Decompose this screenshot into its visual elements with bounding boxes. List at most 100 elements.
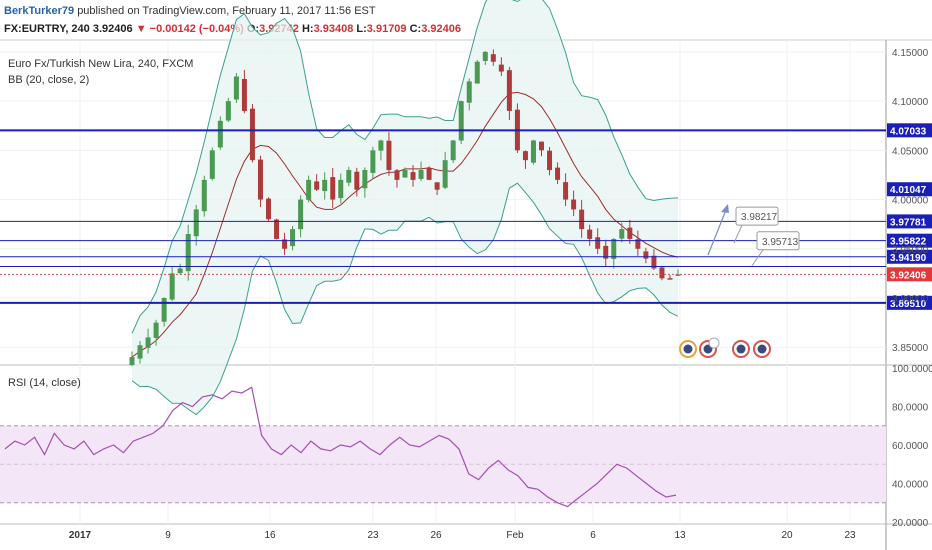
- candle-body: [290, 229, 296, 247]
- candle-body: [137, 345, 143, 359]
- candle-body: [450, 140, 456, 161]
- candle-body: [611, 238, 617, 259]
- candle-body: [153, 322, 159, 338]
- bb-fill: [132, 0, 678, 415]
- symbol-label[interactable]: FX:EURTRY, 240: [4, 23, 90, 35]
- candle-body: [217, 120, 223, 148]
- callout-pointer: [733, 224, 743, 244]
- last-price-tag-bg: [887, 267, 932, 282]
- candle-body: [354, 171, 360, 190]
- candle-body: [571, 199, 577, 210]
- rsi-series: [4, 386, 677, 508]
- candle-body: [330, 177, 336, 200]
- candle-body: [466, 81, 472, 103]
- level-tag: 3.95822: [890, 237, 927, 248]
- time-tick-label: 2017: [69, 530, 92, 541]
- candle-body: [426, 168, 432, 180]
- callout-box: [735, 206, 779, 226]
- time-tick-label: 26: [430, 530, 442, 541]
- price-tick-label: 4.05000: [892, 146, 929, 157]
- candle-body: [675, 274, 681, 276]
- rsi-tick-label: 40.0000: [892, 480, 929, 491]
- candle-body: [233, 76, 239, 100]
- event-flag-icon: [757, 344, 767, 354]
- time-tick-label: 20: [781, 530, 793, 541]
- callout-box: [756, 231, 800, 251]
- candle-body: [482, 51, 488, 61]
- high-value: 3.93408: [313, 23, 354, 35]
- level-tag: 4.07033: [890, 126, 927, 137]
- low-value: 3.91709: [366, 23, 407, 35]
- candle-body: [530, 140, 536, 163]
- candle-body: [225, 101, 231, 121]
- candle-body: [193, 209, 199, 237]
- candle-body: [659, 267, 665, 279]
- candle-body: [338, 179, 344, 199]
- candle-body: [498, 64, 504, 72]
- time-tick-label: 23: [367, 530, 379, 541]
- price-tag: 4.01047: [890, 185, 927, 196]
- price-tick-label: 4.15000: [892, 48, 929, 59]
- annotations[interactable]: 3.98217 3.95713: [707, 204, 800, 267]
- rsi-line: [4, 386, 677, 508]
- close-label: C:: [409, 23, 422, 35]
- candles: [129, 49, 681, 367]
- candle-body: [442, 160, 448, 188]
- candle-body: [563, 182, 569, 200]
- published-text: published on TradingView.com, February 1…: [77, 5, 376, 17]
- candle-body: [643, 251, 649, 259]
- callout-pointer: [751, 249, 764, 267]
- candle-body: [595, 237, 601, 249]
- rsi-tick-label: 100.0000: [892, 364, 932, 375]
- time-tick-label: 23: [844, 530, 856, 541]
- chart-title: Euro Fx/Turkish New Lira, 240, FXCM: [8, 58, 193, 70]
- candle-body: [579, 209, 585, 230]
- candle-body: [322, 179, 328, 192]
- arrow-head-icon: [721, 204, 729, 213]
- candle-body: [129, 357, 135, 366]
- bollinger-bands: [131, 0, 679, 416]
- candle-body: [185, 234, 191, 272]
- horizontal-levels[interactable]: 4.07033 3.97781 3.95822 3.94190 3.89510 4.010…: [0, 123, 932, 310]
- candle-body: [346, 170, 352, 183]
- candle-body: [370, 150, 376, 173]
- author-link[interactable]: BerkTurker79: [4, 5, 75, 17]
- candle-body: [274, 219, 280, 239]
- candle-body: [249, 108, 255, 161]
- down-arrow-icon: ▼: [135, 23, 147, 35]
- level-tag-bg: [887, 214, 932, 229]
- candle-body: [667, 278, 673, 280]
- candle-body: [651, 255, 657, 269]
- level-tag-bg: [887, 249, 932, 264]
- candle-body: [539, 141, 544, 151]
- candle-body: [490, 54, 496, 62]
- candle-body: [145, 337, 151, 348]
- candle-body: [177, 268, 183, 274]
- level-tag-bg: [887, 233, 932, 248]
- price-tick-label: 3.90000: [892, 294, 929, 305]
- time-tick-label: 16: [264, 530, 276, 541]
- projection-arrow: [707, 209, 727, 256]
- candle-body: [547, 150, 553, 171]
- price-tick-label: 3.85000: [892, 343, 929, 354]
- high-label: H:: [301, 23, 314, 35]
- candle-body: [266, 198, 271, 220]
- price-tick-label: 3.95000: [892, 245, 929, 256]
- candle-body: [386, 140, 392, 171]
- level-tag: 3.89510: [890, 299, 927, 310]
- candle-body: [410, 172, 416, 180]
- candle-body: [394, 170, 400, 180]
- close-value: 3.92406: [421, 23, 461, 35]
- callout-label: 3.98217: [741, 212, 778, 223]
- event-count-icon: [708, 337, 720, 349]
- candle-body: [474, 61, 480, 84]
- price-tick-label: 4.10000: [892, 97, 929, 108]
- rsi-tick-label: 80.0000: [892, 403, 929, 414]
- candle-body: [458, 101, 464, 141]
- event-icons[interactable]: [679, 337, 771, 358]
- event-flag-icon: [736, 344, 746, 354]
- candle-body: [314, 181, 320, 190]
- level-tag-bg: [887, 295, 932, 310]
- level-tag: 3.97781: [890, 217, 927, 228]
